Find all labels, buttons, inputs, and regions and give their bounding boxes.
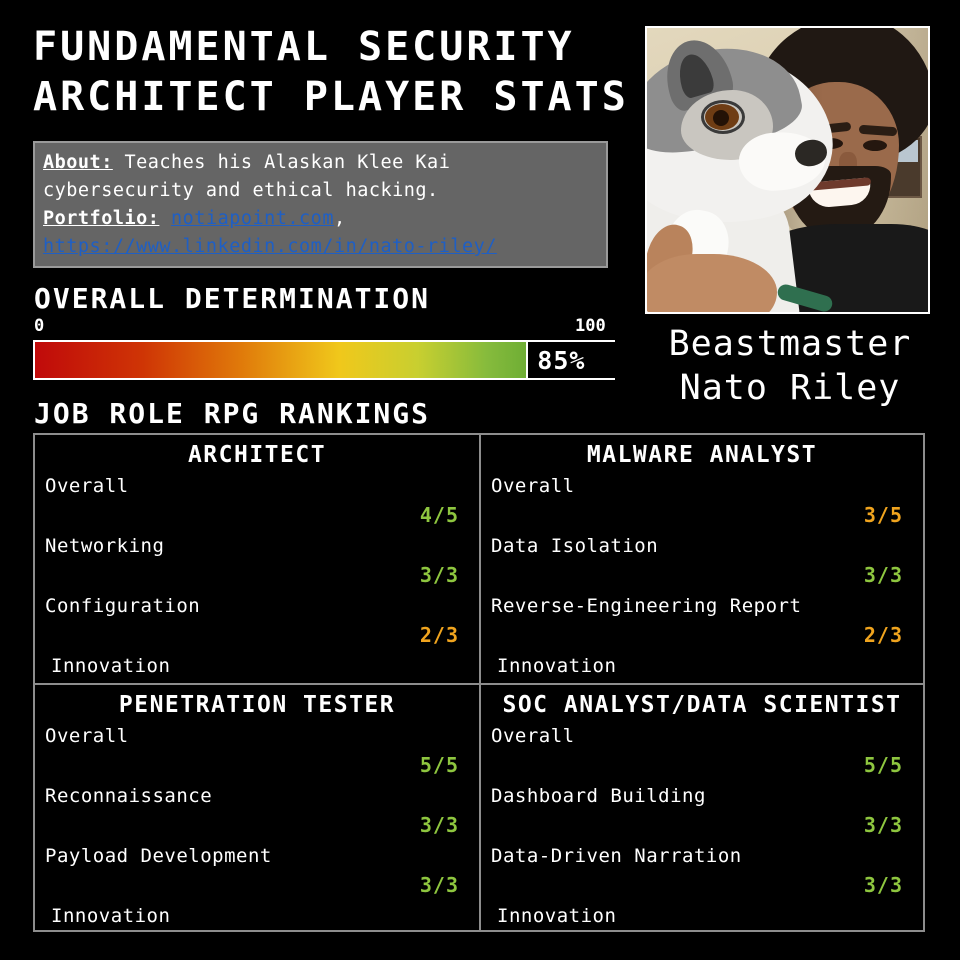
about-line-4: https://www.linkedin.com/in/nato-riley/ (43, 233, 598, 261)
stat-score: 3/3 (419, 872, 459, 897)
stat-row: Innovation 3/3 (45, 901, 469, 931)
stat-label: Overall (491, 475, 575, 497)
stat-score: 3/3 (863, 563, 903, 587)
portfolio-label: Portfolio: (43, 208, 160, 229)
stat-label: Reverse-Engineering Report (491, 595, 802, 617)
stat-score: 3/3 (863, 872, 903, 897)
page-title-line-2: ARCHITECT PLAYER STATS (33, 74, 629, 120)
stat-row: Dashboard Building 3/3 (491, 781, 913, 839)
photo-person-eye-left (863, 140, 887, 151)
player-title: Beastmaster (668, 324, 912, 364)
stat-row: Data-Driven Narration 3/3 (491, 841, 913, 899)
profile-photo (645, 26, 930, 314)
stat-label: Data Isolation (491, 535, 659, 557)
quadrant-architect: ARCHITECT Overall 4/5 Networking 3/3 Con… (35, 435, 479, 683)
stat-label: Networking (45, 535, 165, 557)
photo-dog-eye-outline (701, 100, 745, 134)
about-line-1: About: Teaches his Alaskan Klee Kai (43, 149, 598, 177)
photo-person-hand (647, 254, 777, 312)
stat-score: 2/3 (863, 623, 903, 647)
stat-row: Configuration 2/3 (45, 591, 469, 649)
stat-score: 5/5 (863, 752, 903, 777)
page-title-line-1: FUNDAMENTAL SECURITY (33, 24, 575, 70)
stat-row: Data Isolation 3/3 (491, 531, 913, 589)
quadrant-title: PENETRATION TESTER (118, 691, 396, 718)
stat-label: Dashboard Building (491, 784, 706, 807)
portfolio-link-separator: , (333, 208, 346, 229)
about-box: About: Teaches his Alaskan Klee Kai cybe… (33, 141, 608, 268)
about-label: About: (43, 152, 113, 173)
stat-row: Innovation 2/3 (491, 651, 913, 683)
about-line-3: Portfolio: notiapoint.com, (43, 205, 598, 233)
determination-value-label: 85% (537, 345, 586, 375)
stat-row: Payload Development 3/3 (45, 841, 469, 899)
stat-row: Innovation 3/3 (491, 901, 913, 931)
about-line-2: cybersecurity and ethical hacking. (43, 177, 598, 205)
determination-progress-fill (35, 342, 527, 378)
stat-label: Innovation (497, 904, 617, 927)
rankings-table: ARCHITECT Overall 4/5 Networking 3/3 Con… (33, 433, 925, 932)
stat-label: Innovation (51, 655, 171, 677)
determination-heading: OVERALL DETERMINATION (34, 282, 431, 315)
portfolio-link-linkedin[interactable]: https://www.linkedin.com/in/nato-riley/ (43, 236, 497, 257)
determination-scale-max: 100 (575, 316, 606, 336)
rankings-heading: JOB ROLE RPG RANKINGS (34, 397, 431, 430)
stat-score: 3/3 (419, 812, 459, 837)
stat-score: 4/5 (419, 503, 459, 527)
profile-photo-art (647, 28, 928, 312)
stat-label: Overall (45, 724, 129, 747)
stat-row: Networking 3/3 (45, 531, 469, 589)
quadrant-soc-analyst-data-scientist: SOC ANALYST/DATA SCIENTIST Overall 5/5 D… (479, 682, 923, 931)
stat-row: Overall 3/5 (491, 471, 913, 529)
stat-row: Overall 4/5 (45, 471, 469, 529)
stat-score: 3/5 (863, 503, 903, 527)
stat-score: 3/3 (419, 563, 459, 587)
stat-label: Payload Development (45, 844, 272, 867)
stat-label: Overall (491, 724, 575, 747)
page-title: FUNDAMENTAL SECURITY ARCHITECT PLAYER ST… (33, 22, 633, 122)
determination-scale-min: 0 (34, 316, 45, 336)
quadrant-title: ARCHITECT (187, 442, 327, 468)
stat-row: Reconnaissance 3/3 (45, 781, 469, 839)
stat-row: Innovation 3/3 (45, 651, 469, 683)
stat-label: Innovation (497, 655, 617, 677)
stat-label: Data-Driven Narration (491, 844, 742, 867)
determination-value-box: 85% (526, 342, 615, 378)
quadrant-title: SOC ANALYST/DATA SCIENTIST (502, 691, 902, 718)
stat-label: Reconnaissance (45, 784, 213, 807)
stat-row: Reverse-Engineering Report 2/3 (491, 591, 913, 649)
quadrant-malware-analyst: MALWARE ANALYST Overall 3/5 Data Isolati… (479, 435, 923, 683)
about-text-2: cybersecurity and ethical hacking. (43, 180, 439, 201)
player-name: Beastmaster Nato Riley (640, 322, 940, 410)
player-fullname: Nato Riley (679, 368, 901, 408)
stat-label: Configuration (45, 595, 201, 617)
stat-score: 5/5 (419, 752, 459, 777)
stat-row: Overall 5/5 (491, 721, 913, 779)
quadrant-penetration-tester: PENETRATION TESTER Overall 5/5 Reconnais… (35, 682, 479, 931)
quadrant-title: MALWARE ANALYST (586, 442, 818, 468)
about-text-1: Teaches his Alaskan Klee Kai (112, 152, 451, 173)
stat-row: Overall 5/5 (45, 721, 469, 779)
stat-label: Innovation (51, 904, 171, 927)
stat-label: Overall (45, 475, 129, 497)
stat-score: 3/3 (863, 812, 903, 837)
stat-score: 2/3 (419, 623, 459, 647)
portfolio-link-notiapoint[interactable]: notiapoint.com (171, 208, 334, 229)
determination-progress-bar: 85% (33, 340, 615, 380)
